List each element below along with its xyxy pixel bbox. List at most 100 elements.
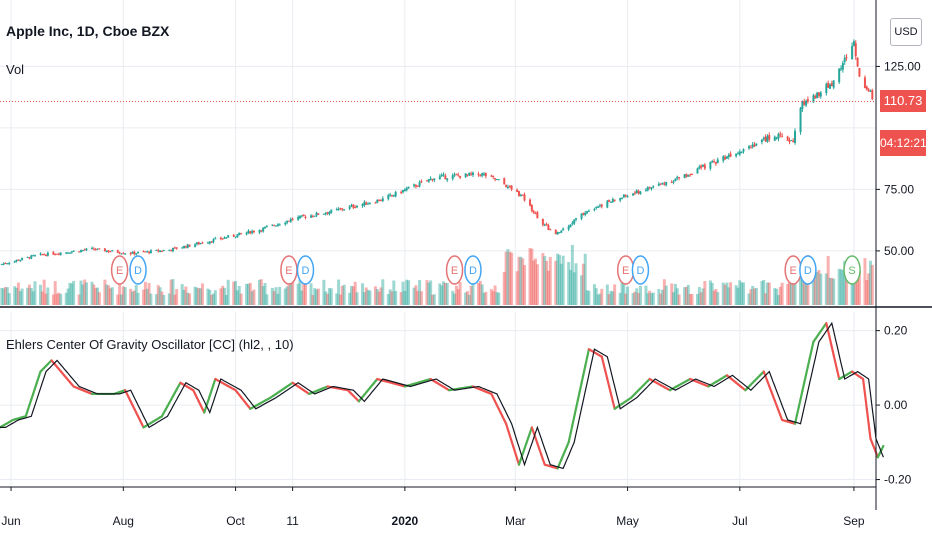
candle-body[interactable] bbox=[549, 229, 552, 231]
candle-body[interactable] bbox=[863, 77, 866, 89]
candle-body[interactable] bbox=[773, 136, 776, 141]
candle-body[interactable] bbox=[490, 175, 493, 177]
candle-body[interactable] bbox=[240, 233, 243, 235]
candle-body[interactable] bbox=[17, 259, 20, 261]
candle-body[interactable] bbox=[558, 232, 561, 234]
event-marker-d[interactable]: D bbox=[799, 255, 817, 285]
candle-body[interactable] bbox=[52, 252, 55, 255]
candle-body[interactable] bbox=[812, 95, 815, 103]
candle-body[interactable] bbox=[792, 140, 795, 143]
candle-body[interactable] bbox=[632, 193, 635, 196]
candle-body[interactable] bbox=[365, 202, 368, 205]
candle-body[interactable] bbox=[313, 215, 316, 217]
candle-body[interactable] bbox=[854, 43, 857, 57]
candle-body[interactable] bbox=[376, 199, 379, 203]
candle-body[interactable] bbox=[367, 203, 370, 205]
candle-body[interactable] bbox=[832, 80, 835, 88]
candle-body[interactable] bbox=[394, 191, 397, 197]
candle-body[interactable] bbox=[698, 166, 701, 169]
candle-body[interactable] bbox=[252, 230, 255, 233]
candle-body[interactable] bbox=[278, 224, 281, 226]
candle-body[interactable] bbox=[468, 172, 471, 176]
candle-body[interactable] bbox=[315, 212, 318, 216]
candle-body[interactable] bbox=[484, 173, 487, 177]
candle-body[interactable] bbox=[381, 198, 384, 202]
candle-body[interactable] bbox=[838, 68, 841, 83]
candle-body[interactable] bbox=[19, 259, 22, 261]
candle-body[interactable] bbox=[170, 250, 173, 252]
candle-body[interactable] bbox=[181, 247, 184, 249]
candle-body[interactable] bbox=[271, 224, 274, 226]
candle-body[interactable] bbox=[597, 206, 600, 208]
candle-body[interactable] bbox=[298, 215, 301, 218]
candle-body[interactable] bbox=[814, 95, 817, 99]
candle-body[interactable] bbox=[806, 99, 809, 102]
candle-body[interactable] bbox=[459, 175, 462, 178]
candle-body[interactable] bbox=[72, 250, 75, 252]
candle-body[interactable] bbox=[455, 174, 458, 176]
candle-body[interactable] bbox=[755, 143, 758, 146]
candle-body[interactable] bbox=[735, 153, 738, 157]
candle-body[interactable] bbox=[725, 156, 728, 159]
candle-body[interactable] bbox=[521, 194, 524, 196]
candle-body[interactable] bbox=[221, 238, 224, 240]
candle-body[interactable] bbox=[794, 130, 797, 143]
oscillator-legend[interactable]: Ehlers Center Of Gravity Oscillator [CC]… bbox=[6, 337, 294, 352]
candle-body[interactable] bbox=[265, 226, 268, 228]
candle-body[interactable] bbox=[492, 175, 495, 178]
candle-body[interactable] bbox=[444, 175, 447, 180]
candle-body[interactable] bbox=[4, 263, 7, 265]
candle-body[interactable] bbox=[238, 232, 241, 236]
candle-body[interactable] bbox=[727, 154, 730, 158]
candle-body[interactable] bbox=[464, 173, 467, 177]
candle-body[interactable] bbox=[324, 213, 327, 215]
candle-body[interactable] bbox=[45, 255, 48, 257]
candle-body[interactable] bbox=[650, 187, 653, 189]
candle-body[interactable] bbox=[427, 179, 430, 182]
candle-body[interactable] bbox=[195, 242, 198, 245]
candle-body[interactable] bbox=[425, 180, 428, 182]
candle-body[interactable] bbox=[575, 218, 578, 220]
candle-body[interactable] bbox=[508, 185, 511, 187]
candle-body[interactable] bbox=[516, 189, 519, 192]
candle-body[interactable] bbox=[30, 255, 33, 259]
candle-body[interactable] bbox=[867, 89, 870, 92]
candle-body[interactable] bbox=[440, 175, 443, 177]
candle-body[interactable] bbox=[608, 200, 611, 202]
candle-body[interactable] bbox=[287, 220, 290, 222]
candle-body[interactable] bbox=[483, 173, 486, 175]
candle-body[interactable] bbox=[556, 232, 559, 235]
candle-body[interactable] bbox=[183, 245, 186, 249]
candle-body[interactable] bbox=[766, 136, 769, 142]
candle-body[interactable] bbox=[0, 263, 3, 265]
candle-body[interactable] bbox=[339, 208, 342, 210]
candle-body[interactable] bbox=[264, 226, 267, 228]
candle-body[interactable] bbox=[310, 215, 313, 218]
candle-body[interactable] bbox=[291, 218, 294, 220]
candle-body[interactable] bbox=[402, 190, 405, 193]
candle-body[interactable] bbox=[39, 253, 42, 255]
candle-body[interactable] bbox=[503, 178, 506, 185]
candle-body[interactable] bbox=[446, 178, 449, 181]
candle-body[interactable] bbox=[429, 178, 432, 180]
candle-body[interactable] bbox=[262, 227, 265, 232]
candle-body[interactable] bbox=[416, 185, 419, 187]
currency-button[interactable]: USD bbox=[890, 18, 922, 46]
candle-body[interactable] bbox=[414, 185, 417, 187]
candle-body[interactable] bbox=[116, 250, 119, 253]
candle-body[interactable] bbox=[390, 195, 393, 197]
candle-body[interactable] bbox=[648, 187, 651, 189]
candle-body[interactable] bbox=[781, 135, 784, 137]
candle-body[interactable] bbox=[118, 252, 121, 254]
candle-body[interactable] bbox=[2, 263, 5, 265]
candle-body[interactable] bbox=[646, 187, 649, 191]
candle-body[interactable] bbox=[729, 153, 732, 157]
candle-body[interactable] bbox=[368, 203, 371, 205]
candle-body[interactable] bbox=[378, 199, 381, 202]
event-marker-d[interactable]: D bbox=[631, 255, 650, 285]
candle-body[interactable] bbox=[276, 224, 279, 227]
candle-body[interactable] bbox=[350, 205, 353, 207]
candle-body[interactable] bbox=[105, 250, 108, 253]
candle-body[interactable] bbox=[387, 195, 390, 200]
candle-body[interactable] bbox=[536, 212, 539, 219]
